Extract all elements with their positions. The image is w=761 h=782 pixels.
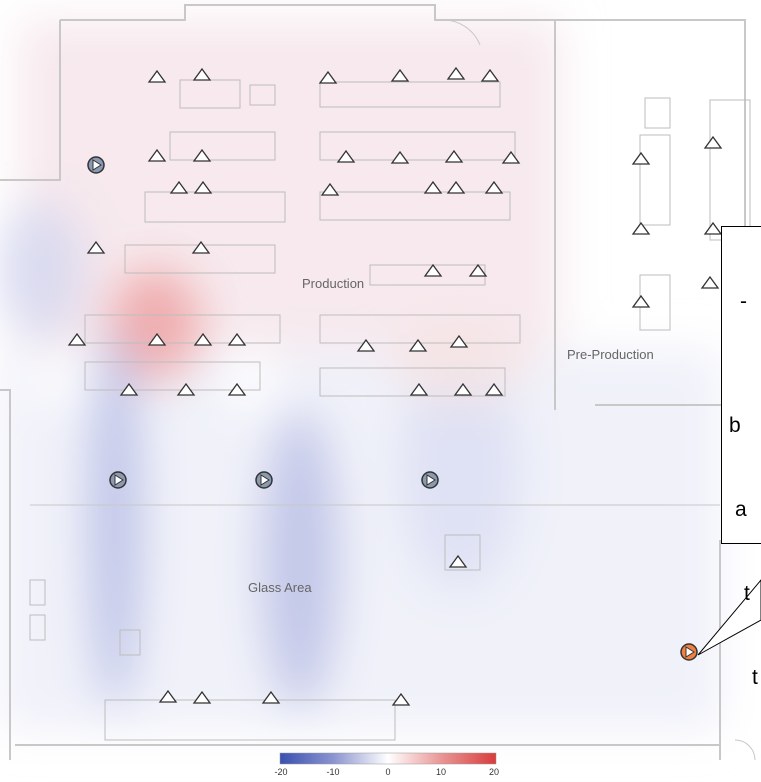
triangle-sensor-icon [158, 689, 178, 703]
triangle-sensor-icon [444, 149, 464, 163]
legend-tick: 20 [488, 767, 499, 777]
triangle-sensor-icon [423, 263, 443, 277]
triangle-sensor-icon [147, 69, 167, 83]
triangle-sensor-icon [261, 690, 281, 704]
annotation-callout-box [721, 226, 761, 544]
triangle-sensor-icon [449, 334, 469, 348]
triangle-sensor-icon [192, 690, 212, 704]
triangle-sensor-icon [408, 338, 428, 352]
triangle-sensor-icon [119, 382, 139, 396]
workstations [29, 79, 751, 741]
triangle-sensor-icon [484, 382, 504, 396]
triangle-sensor-icon [703, 135, 723, 149]
triangle-sensor-icon [484, 180, 504, 194]
triangle-sensor-icon [191, 240, 211, 254]
callout-line: b [729, 414, 741, 437]
triangle-sensor-icon [227, 332, 247, 346]
triangle-sensor-icon [423, 180, 443, 194]
triangle-sensor-icon [409, 382, 429, 396]
triangle-sensor-icon [318, 70, 338, 84]
callout-line: t [752, 666, 758, 689]
walls [0, 4, 756, 761]
triangle-sensor-icon [193, 180, 213, 194]
legend-tick: 10 [435, 767, 446, 777]
triangle-sensor-icon [169, 180, 189, 194]
triangle-sensor-icon [700, 275, 720, 289]
triangle-sensor-icon [446, 180, 466, 194]
triangle-sensor-icon [193, 332, 213, 346]
triangle-sensor-icon [631, 221, 651, 235]
triangle-sensor-icon [147, 332, 167, 346]
triangle-sensor-icon [446, 66, 466, 80]
triangle-sensor-icon [320, 182, 340, 196]
triangle-sensor-icon [703, 221, 723, 235]
triangle-sensor-icon [336, 149, 356, 163]
triangle-sensor-icon [192, 148, 212, 162]
triangle-sensor-icon [631, 151, 651, 165]
callout-line: a [735, 498, 747, 521]
triangle-sensor-icon [631, 294, 651, 308]
triangle-sensor-icon [192, 67, 212, 81]
heatmap-layer [0, 20, 720, 730]
triangle-sensor-icon [468, 263, 488, 277]
callout-line [721, 328, 761, 356]
triangle-sensor-icon [390, 68, 410, 82]
callout-line-stub: - [740, 290, 747, 313]
triangle-sensor-icon [501, 150, 521, 164]
area-label-production: Production [302, 276, 365, 291]
area-label-glass-area: Glass Area [248, 580, 312, 595]
triangle-sensor-icon [448, 554, 468, 568]
legend-tick: -10 [326, 767, 340, 777]
highlighted-diffuser-icon [680, 643, 698, 661]
triangle-sensor-icon [67, 332, 87, 346]
area-label-pre-production: Pre-Production [567, 347, 654, 362]
triangle-sensor-icon [147, 148, 167, 162]
annotation-callout-text: b a t t [721, 272, 761, 720]
circular-diffuser-icon [87, 156, 105, 174]
triangle-sensor-icon [227, 382, 247, 396]
diffusers [87, 156, 698, 661]
callout-pointer [697, 579, 761, 656]
triangle-sensor-icon [176, 382, 196, 396]
legend-tick: -20 [274, 767, 288, 777]
color-scale-legend [279, 752, 497, 765]
callout-line: t [744, 582, 750, 605]
triangle-sensor-icon [453, 382, 473, 396]
circular-diffuser-icon [109, 471, 127, 489]
circular-diffuser-icon [255, 471, 273, 489]
triangle-sensor-icon [390, 150, 410, 164]
circular-diffuser-icon [421, 471, 439, 489]
triangle-sensor-icon [391, 692, 411, 706]
triangle-sensor-icon [480, 68, 500, 82]
triangle-sensor-icon [86, 240, 106, 254]
triangle-sensor-icon [356, 338, 376, 352]
legend-tick: 0 [385, 767, 391, 777]
sensor-triangles [67, 66, 723, 706]
